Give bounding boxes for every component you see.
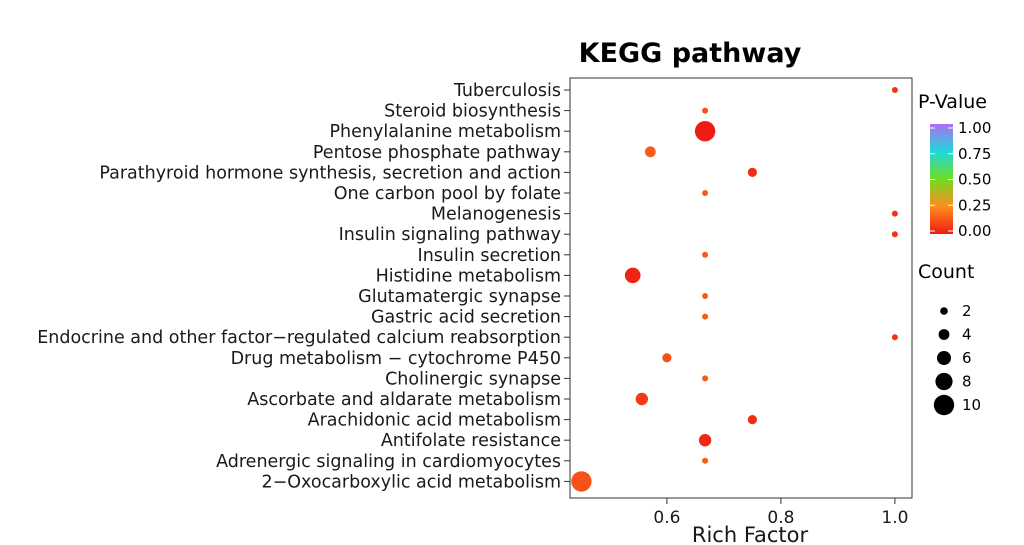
x-tick-label: 0.6 [653, 508, 680, 528]
x-axis-title: Rich Factor [692, 523, 809, 545]
y-tick-label: Arachidonic acid metabolism [308, 411, 561, 431]
y-tick-label: Glutamatergic synapse [358, 287, 561, 307]
data-point [747, 167, 758, 177]
y-axis-ticks [564, 89, 570, 482]
colorbar-tick-label: 0.00 [958, 222, 991, 240]
y-tick-label: 2−Oxocarboxylic acid metabolism [261, 472, 561, 492]
y-tick-label: Pentose phosphate pathway [313, 143, 561, 163]
count-legend-label: 2 [962, 302, 972, 320]
data-point [702, 190, 709, 196]
data-point [624, 267, 641, 284]
data-point [662, 353, 672, 363]
pvalue-colorbar [930, 124, 953, 234]
data-point [702, 251, 709, 258]
x-tick-label: 1.0 [881, 508, 908, 528]
y-tick-label: Steroid biosynthesis [384, 102, 561, 122]
data-point [702, 375, 709, 382]
data-point [702, 107, 709, 114]
data-point [698, 434, 712, 447]
y-tick-label: Gastric acid secretion [371, 308, 561, 328]
x-tick-label: 0.8 [767, 508, 794, 528]
y-tick-label: Phenylalanine metabolism [329, 122, 561, 142]
count-legend-label: 10 [962, 396, 981, 414]
count-legend-dot [938, 329, 950, 340]
y-tick-label: Drug metabolism − cytochrome P450 [231, 349, 561, 369]
count-legend: Count 2 4 6 8 10 [918, 261, 981, 416]
count-legend-items: 2 4 6 8 10 [933, 302, 981, 416]
data-point [891, 210, 898, 217]
plot-panel [569, 77, 913, 499]
data-point [571, 471, 592, 492]
count-legend-dot [937, 351, 951, 365]
data-point [644, 146, 656, 158]
data-points [571, 87, 898, 492]
pvalue-colorbar-ticks: 1.00 0.75 0.50 0.25 0.00 [930, 119, 991, 240]
y-tick-label: Parathyroid hormone synthesis, secretion… [99, 163, 561, 183]
y-tick-label: Insulin signaling pathway [339, 225, 561, 245]
data-point [891, 231, 898, 238]
pvalue-legend-title: P-Value [918, 91, 987, 113]
y-tick-label: Histidine metabolism [376, 266, 561, 286]
data-point [891, 87, 898, 93]
data-point [635, 392, 649, 406]
count-legend-dot [940, 307, 948, 315]
data-point [747, 415, 758, 425]
colorbar-tick-label: 0.75 [958, 145, 991, 163]
count-legend-title: Count [918, 261, 974, 283]
y-tick-label: Cholinergic synapse [385, 369, 561, 389]
colorbar-tick-label: 1.00 [958, 119, 991, 137]
count-legend-label: 4 [962, 326, 972, 344]
x-axis: 0.6 0.8 1.0 [653, 498, 908, 528]
y-tick-label: Endocrine and other factor−regulated cal… [37, 328, 561, 348]
count-legend-dot [933, 394, 955, 416]
y-tick-label: Melanogenesis [431, 205, 561, 225]
y-tick-label: Tuberculosis [453, 81, 561, 101]
y-tick-label: One carbon pool by folate [334, 184, 561, 204]
data-point [702, 457, 709, 464]
colorbar-tick-label: 0.25 [958, 196, 991, 214]
data-point [694, 121, 716, 142]
y-tick-label: Antifolate resistance [381, 431, 561, 451]
y-tick-label: Adrenergic signaling in cardiomyocytes [216, 452, 561, 472]
data-point [891, 334, 898, 341]
count-legend-dot [935, 372, 953, 391]
y-tick-label: Ascorbate and aldarate metabolism [247, 390, 561, 410]
count-legend-label: 6 [962, 349, 972, 367]
count-legend-label: 8 [962, 373, 972, 391]
data-point [702, 313, 709, 320]
chart-title: KEGG pathway [579, 38, 802, 69]
colorbar-tick-label: 0.50 [958, 171, 991, 189]
pvalue-legend: P-Value 1.00 0.75 0.50 0.25 0.00 [918, 91, 991, 240]
data-point [702, 293, 709, 299]
y-tick-label: Insulin secretion [418, 246, 561, 266]
